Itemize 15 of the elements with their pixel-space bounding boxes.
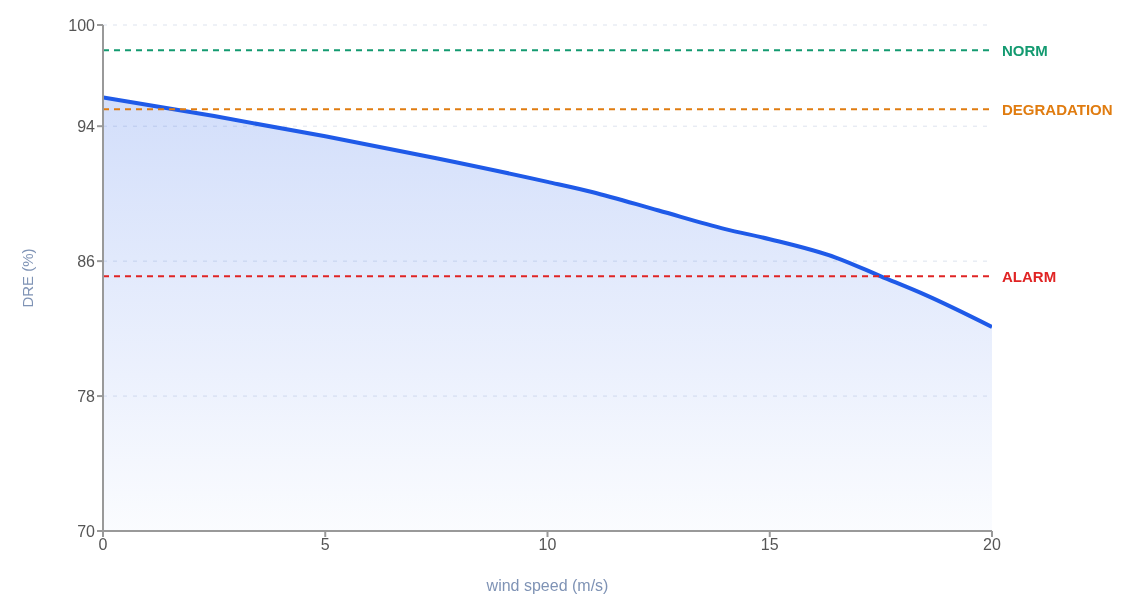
x-tick-label: 5 — [320, 536, 330, 554]
y-tick-label: 70 — [77, 522, 96, 540]
x-tick-label: 20 — [983, 536, 1001, 554]
x-tick-label: 15 — [760, 536, 779, 554]
x-tick-label: 10 — [538, 536, 557, 554]
y-axis-title: DRE (%) — [19, 248, 37, 308]
ref-line-label: ALARM — [1002, 267, 1057, 285]
x-axis-title: wind speed (m/s) — [485, 577, 609, 594]
ref-line-label: DEGRADATION — [1002, 100, 1113, 118]
y-tick-label: 78 — [77, 387, 96, 405]
x-tick-label: 0 — [98, 536, 108, 554]
y-tick-label: 100 — [68, 16, 96, 34]
ref-line-label: NORM — [1002, 41, 1048, 59]
y-tick-label: 86 — [77, 252, 96, 270]
y-tick-label: 94 — [77, 117, 96, 135]
